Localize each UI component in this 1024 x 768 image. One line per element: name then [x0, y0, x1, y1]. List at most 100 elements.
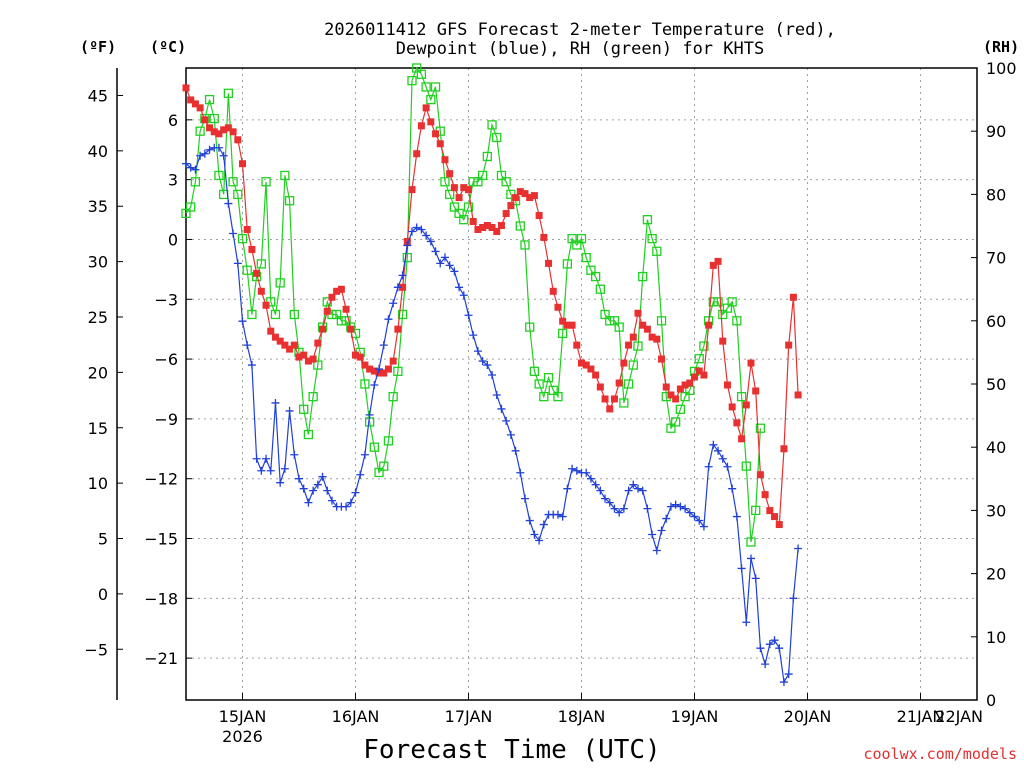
temperature-point	[582, 361, 590, 369]
temperature-point	[465, 186, 472, 194]
rh-point	[228, 177, 238, 187]
dewpoint-point	[586, 474, 595, 483]
temperature-point	[742, 401, 750, 409]
dewpoint-point	[784, 670, 793, 679]
temperature-point	[526, 194, 534, 202]
dewpoint-point	[412, 223, 421, 232]
dewpoint-series	[182, 143, 803, 687]
rh-point	[543, 373, 554, 383]
dewpoint-point	[299, 484, 308, 493]
dewpoint-point	[280, 464, 289, 473]
dewpoint-point	[408, 227, 416, 236]
temperature-point	[681, 381, 689, 389]
temperature-point	[559, 317, 567, 325]
dewpoint-point	[196, 151, 205, 160]
temperature-point	[676, 385, 684, 393]
dewpoint-point	[440, 253, 449, 262]
dewpoint-point	[506, 430, 515, 439]
dewpoint-point	[469, 331, 478, 340]
dewpoint-point	[186, 163, 195, 172]
dewpoint-point	[666, 502, 675, 511]
temperature-point	[304, 357, 312, 365]
rh-point	[656, 316, 667, 326]
rh-point	[515, 221, 525, 231]
dewpoint-point	[732, 512, 741, 521]
dewpoint-point	[624, 486, 633, 495]
temperature-point	[380, 369, 388, 377]
temperature-point	[356, 353, 364, 361]
rh-tick-label: 20	[986, 565, 1006, 584]
rh-point	[374, 467, 384, 478]
temperature-point	[394, 325, 402, 333]
rh-line	[185, 66, 761, 543]
temperature-point	[563, 321, 571, 329]
dewpoint-point	[563, 484, 572, 493]
dewpoint-point	[290, 450, 299, 459]
dewpoint-point	[285, 406, 294, 415]
dewpoint-point	[431, 247, 440, 256]
fahrenheit-axis: 45 40 35 30 25 20 15 10 5 0 −5	[84, 86, 123, 659]
temperature-point	[271, 333, 279, 341]
rh-point	[303, 429, 314, 440]
dewpoint-point	[789, 594, 798, 603]
rh-point	[313, 360, 323, 370]
rh-point	[755, 423, 766, 433]
temperature-point	[201, 116, 209, 124]
celsius-tick-label: 0	[168, 230, 178, 249]
rh-point	[623, 379, 634, 389]
dewpoint-point	[601, 494, 610, 503]
dewpoint-point	[488, 371, 497, 380]
dewpoint-point	[756, 644, 765, 653]
rh-point	[534, 379, 544, 389]
fahrenheit-tick-label: 0	[98, 585, 108, 604]
dewpoint-point	[516, 468, 525, 477]
dewpoint-point	[662, 514, 671, 523]
dewpoint-point	[761, 660, 770, 669]
dewpoint-point	[191, 165, 200, 174]
temperature-point	[479, 223, 487, 231]
temperature-point	[413, 150, 421, 158]
dewpoint-point	[648, 530, 657, 539]
dewpoint-point	[360, 450, 369, 459]
day-tick-label: 17JAN	[445, 707, 493, 726]
celsius-tick-label: 6	[168, 111, 178, 130]
rh-point	[605, 316, 615, 326]
temperature-point	[780, 445, 788, 453]
dewpoint-point	[690, 512, 699, 521]
dewpoint-point	[295, 474, 303, 483]
rh-point	[402, 252, 412, 263]
temperature-point	[196, 104, 204, 112]
dewpoint-point	[229, 229, 238, 238]
rh-point	[445, 189, 455, 200]
dewpoint-point	[379, 341, 388, 350]
rh-tick-label: 70	[986, 249, 1006, 268]
temperature-point	[399, 283, 407, 291]
rh-point	[609, 316, 620, 326]
celsius-tick-label: −18	[144, 589, 178, 608]
dewpoint-point	[619, 504, 628, 513]
rh-point	[284, 196, 295, 206]
temperature-point	[417, 122, 425, 130]
rh-point	[732, 316, 742, 326]
temperature-point	[295, 353, 303, 361]
temperature-point	[615, 379, 623, 387]
dewpoint-point	[224, 199, 233, 208]
temperature-point	[347, 325, 355, 333]
dewpoint-point	[605, 498, 614, 507]
fahrenheit-tick-label: 25	[88, 308, 108, 327]
dewpoint-point	[309, 486, 318, 495]
temperature-point	[502, 210, 510, 218]
temperature-point	[700, 371, 708, 379]
temperature-point	[488, 223, 496, 231]
temperature-point	[441, 156, 449, 164]
rh-point	[581, 252, 591, 263]
rh-point	[261, 177, 271, 187]
rh-point	[699, 341, 709, 351]
rh-point	[308, 391, 318, 402]
temperature-point	[436, 140, 444, 148]
temperature-point	[497, 222, 505, 230]
temperature-point	[267, 327, 275, 335]
temperature-point	[578, 359, 585, 367]
rh-point	[430, 82, 441, 92]
